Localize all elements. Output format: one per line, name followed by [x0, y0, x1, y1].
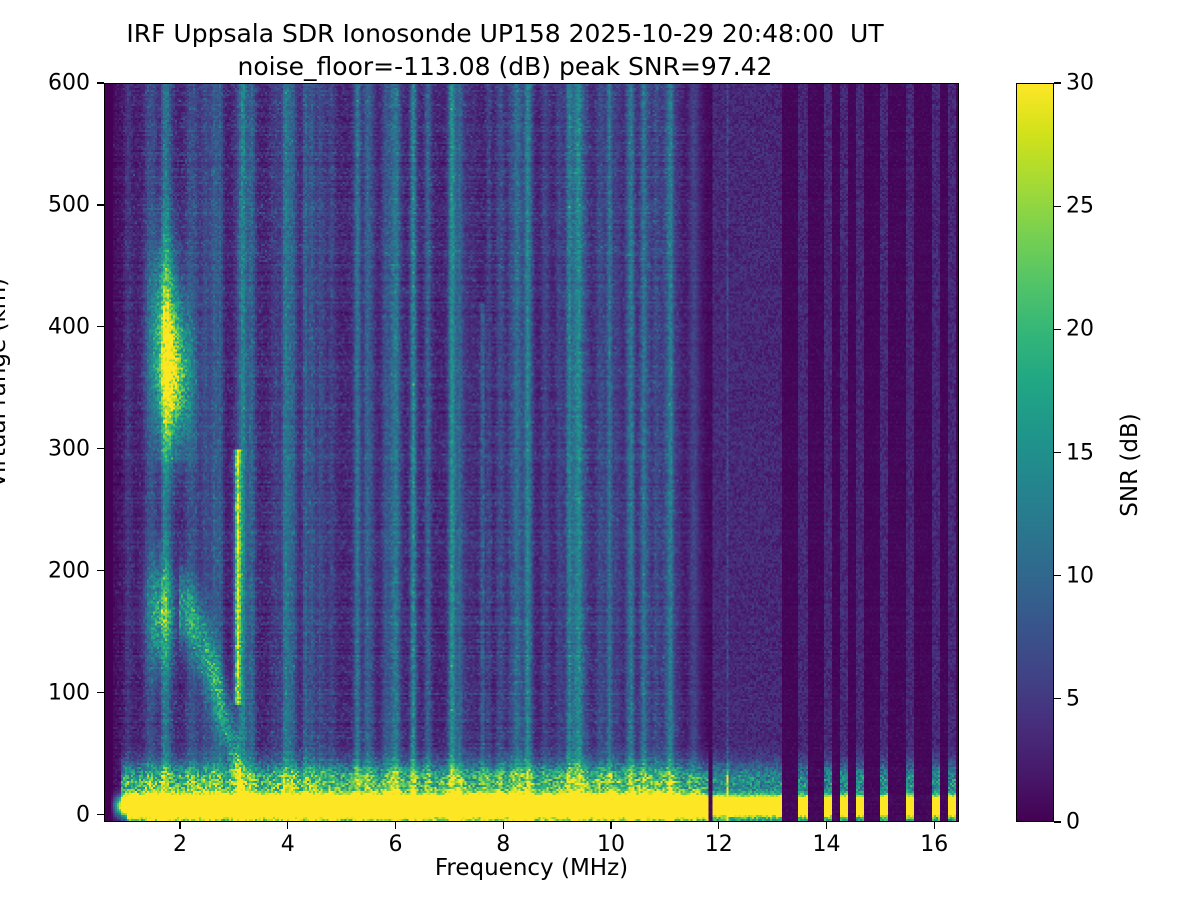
- y-tick-mark: [97, 448, 104, 450]
- y-tick-mark: [97, 326, 104, 328]
- y-tick-mark: [97, 204, 104, 206]
- y-tick-label: 600: [48, 70, 90, 96]
- y-axis-label: Virtual range (km): [0, 277, 11, 489]
- x-tick-mark: [933, 822, 935, 829]
- colorbar-tick-mark: [1054, 82, 1061, 84]
- x-tick-label: 10: [596, 832, 625, 857]
- x-tick-mark: [394, 822, 397, 829]
- colorbar-gradient: [1017, 84, 1053, 821]
- y-tick-mark: [97, 82, 104, 84]
- x-tick-label: 8: [496, 832, 511, 857]
- x-tick-mark: [287, 822, 289, 829]
- y-tick-mark: [97, 814, 104, 816]
- x-tick-mark: [718, 822, 720, 829]
- x-tick-label: 4: [280, 832, 295, 857]
- colorbar-tick-mark: [1054, 451, 1061, 454]
- x-tick-label: 2: [172, 832, 187, 857]
- colorbar-tick-mark: [1054, 205, 1061, 207]
- y-tick-label: 400: [48, 314, 90, 340]
- figure-title: IRF Uppsala SDR Ionosonde UP158 2025-10-…: [0, 18, 1010, 83]
- y-tick-label: 300: [48, 436, 90, 462]
- colorbar-tick-label: 0: [1066, 809, 1080, 835]
- colorbar-tick-label: 25: [1066, 193, 1094, 219]
- y-tick-label: 100: [48, 680, 90, 706]
- colorbar-tick-label: 10: [1066, 563, 1094, 589]
- x-tick-label: 14: [812, 832, 841, 857]
- x-axis-label: Frequency (MHz): [434, 855, 629, 881]
- colorbar-label: SNR (dB): [1117, 413, 1143, 517]
- title-line-1: IRF Uppsala SDR Ionosonde UP158 2025-10-…: [126, 19, 884, 48]
- colorbar-tick-mark: [1054, 698, 1061, 700]
- x-tick-mark: [502, 822, 504, 829]
- colorbar-tick-mark: [1054, 821, 1061, 823]
- x-tick-mark: [179, 822, 181, 829]
- x-tick-label: 6: [388, 832, 403, 857]
- colorbar-tick-label: 20: [1066, 316, 1094, 342]
- x-tick-mark: [825, 822, 828, 829]
- ionogram-heatmap: [105, 84, 958, 821]
- x-tick-label: 16: [920, 832, 949, 857]
- colorbar-tick-label: 5: [1066, 686, 1080, 712]
- x-tick-label: 12: [704, 832, 733, 857]
- title-line-2: noise_floor=-113.08 (dB) peak SNR=97.42: [237, 51, 773, 81]
- colorbar-tick-label: 30: [1066, 70, 1094, 96]
- colorbar-tick-mark: [1054, 328, 1061, 330]
- y-tick-label: 0: [76, 802, 90, 828]
- colorbar-tick-mark: [1054, 575, 1061, 577]
- colorbar: [1016, 83, 1054, 822]
- ionogram-axes[interactable]: [104, 83, 959, 822]
- y-tick-label: 500: [48, 192, 90, 218]
- y-tick-mark: [97, 570, 104, 572]
- colorbar-tick-label: 15: [1066, 440, 1094, 465]
- y-tick-mark: [97, 692, 104, 694]
- x-tick-mark: [610, 822, 612, 829]
- y-tick-label: 200: [48, 558, 90, 584]
